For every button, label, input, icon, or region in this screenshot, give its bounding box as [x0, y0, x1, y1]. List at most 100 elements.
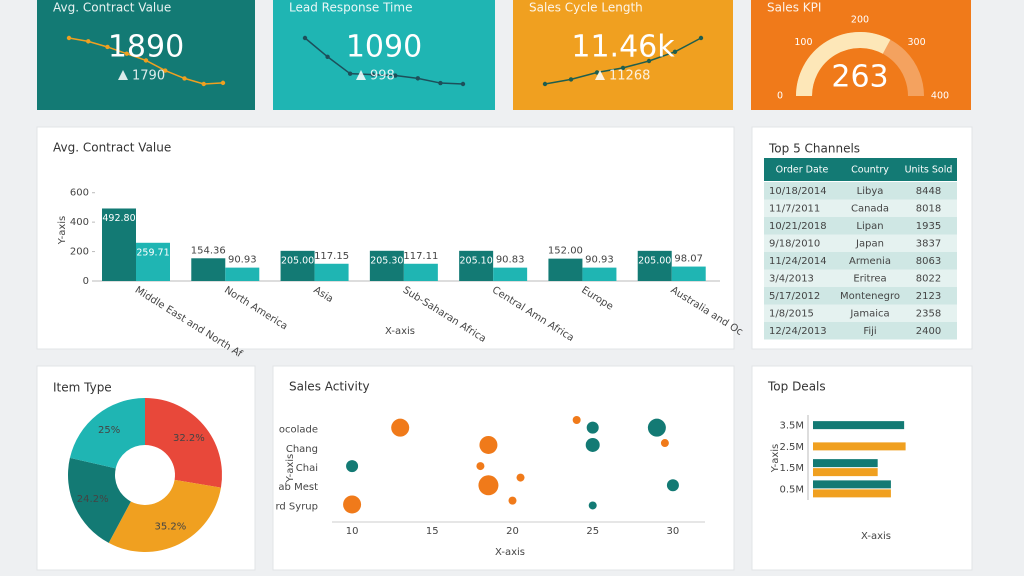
y-tick-label: 2.5M: [779, 442, 804, 453]
table-cell: 8448: [916, 186, 941, 197]
y-tick-label: 3.5M: [779, 421, 804, 432]
table-cell: 5/17/2012: [769, 291, 820, 302]
bar: [637, 250, 672, 281]
table-cell: Montenegro: [840, 291, 900, 302]
sparkline-dot: [124, 51, 129, 56]
kpi-value: 1890: [108, 30, 184, 65]
bar-value-label: 492.80: [102, 213, 135, 224]
bar: [102, 208, 136, 281]
table-cell: 10/18/2014: [769, 186, 827, 197]
donut-slice: [145, 398, 222, 488]
bar: [813, 442, 906, 451]
kpi-title: Sales Cycle Length: [529, 1, 643, 15]
gauge-tick-label: 300: [907, 37, 925, 48]
kpi-value: 1090: [346, 30, 422, 65]
table-cell: 1/8/2015: [769, 309, 814, 320]
table-cell: 9/18/2010: [769, 239, 820, 250]
table-cell: Canada: [851, 204, 889, 215]
panel-title: Top 5 Channels: [768, 142, 860, 156]
slice-label: 32.2%: [173, 433, 205, 444]
x-tick-label: 10: [346, 526, 359, 537]
y-tick-label: 600: [70, 188, 89, 199]
bar: [493, 267, 528, 281]
bar-value-label: 259.71: [136, 247, 169, 258]
scatter-point: [508, 496, 517, 505]
table-cell: 8018: [916, 204, 941, 215]
sparkline-dot: [143, 58, 149, 63]
table-row: [764, 269, 957, 287]
bar: [813, 421, 905, 430]
bar: [459, 250, 494, 281]
table-cell: 3/4/2013: [769, 274, 814, 285]
scatter-point: [343, 495, 362, 514]
sparkline-dot: [325, 54, 330, 59]
bar-value-label: 90.83: [496, 255, 525, 266]
bar: [813, 489, 891, 498]
panel: [751, 365, 973, 571]
table-cell: 1935: [916, 221, 941, 232]
sparkline-dot: [201, 81, 206, 87]
bar: [136, 242, 170, 281]
bar-value-label: 117.11: [403, 251, 438, 262]
table-cell: 2123: [916, 291, 941, 302]
bar-value-label: 205.30: [370, 255, 403, 266]
scatter-point: [666, 479, 679, 492]
sparkline-dot: [542, 81, 548, 87]
kpi-title: Sales KPI: [767, 1, 821, 15]
scatter-point: [346, 460, 359, 473]
kpi-card: [751, 0, 971, 110]
table-cell: Japan: [855, 239, 884, 250]
x-axis-label: X-axis: [385, 326, 415, 337]
column-header: Order Date: [776, 165, 829, 176]
panel-title: Sales Activity: [289, 380, 370, 394]
sparkline-dot: [220, 80, 226, 86]
bar-value-label: 117.15: [314, 251, 349, 262]
bar: [225, 267, 260, 281]
scatter-point: [660, 439, 669, 448]
table-header: [764, 158, 957, 181]
x-tick-label: 15: [426, 526, 439, 537]
scatter-point: [586, 421, 599, 434]
table-cell: 10/21/2018: [769, 221, 827, 232]
table-row: [764, 287, 957, 305]
table-row: [764, 234, 957, 252]
y-tick-label: 0: [83, 276, 89, 287]
gauge-tick-label: 100: [794, 37, 812, 48]
table-cell: 12/24/2013: [769, 326, 827, 337]
scatter-point: [572, 416, 581, 424]
gauge-value: 263: [831, 60, 888, 95]
panel: [36, 126, 735, 350]
y-tick-label: 200: [70, 247, 89, 258]
scatter-point: [391, 418, 410, 437]
sparkline-dot: [163, 68, 168, 73]
kpi-value: 11.46k: [571, 30, 675, 65]
sparkline-dot: [415, 76, 421, 81]
sparkline-dot: [460, 81, 466, 87]
bar: [191, 258, 226, 281]
panel: [272, 365, 735, 571]
table-row: [764, 322, 957, 340]
bar: [548, 258, 583, 281]
bar: [314, 263, 349, 281]
bar: [813, 459, 878, 468]
table-cell: Eritrea: [853, 274, 886, 285]
sparkline-dot: [672, 49, 678, 54]
gauge-bar: [796, 32, 891, 97]
donut-slice: [69, 398, 145, 469]
up-arrow: [118, 70, 128, 80]
x-tick-label: 25: [586, 526, 599, 537]
bar: [280, 250, 315, 281]
slice-label: 35.2%: [155, 522, 187, 533]
sparkline-dot: [568, 77, 574, 82]
donut-slice: [68, 457, 131, 543]
column-header: Units Sold: [905, 165, 953, 176]
sparkline-dot: [105, 44, 110, 50]
slice-label: 24.2%: [77, 494, 109, 505]
y-tick-label: 1.5M: [779, 463, 804, 474]
y-axis-label: Y-axis: [57, 216, 68, 246]
bar-value-label: 205.10: [460, 255, 493, 266]
bar: [813, 480, 891, 489]
table-cell: Fiji: [863, 326, 876, 337]
y-axis-label: Y-axis: [770, 444, 781, 474]
table-cell: 2358: [916, 309, 941, 320]
